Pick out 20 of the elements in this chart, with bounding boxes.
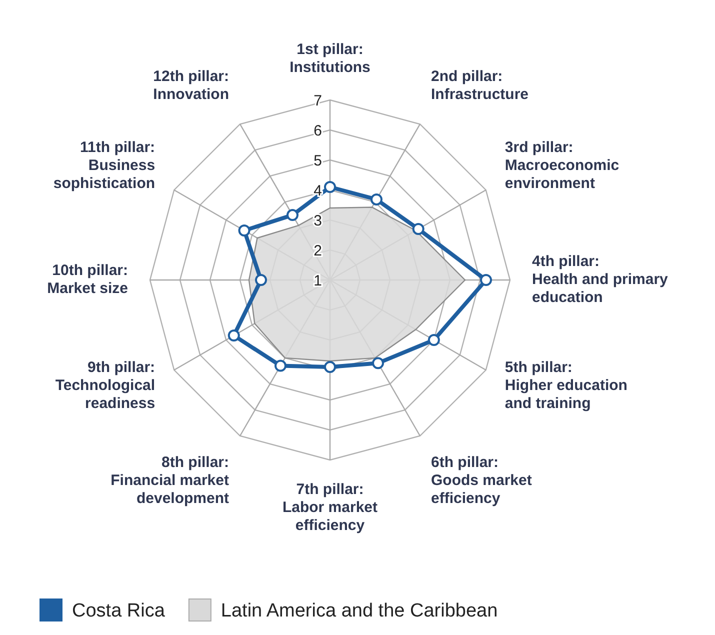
spoke-label: 2nd pillar: Infrastructure — [431, 68, 529, 104]
legend-label: Latin America and the Caribbean — [220, 600, 498, 622]
spoke-label: 5th pillar: Higher education and training — [504, 359, 628, 412]
spoke-label: 1st pillar: Institutions — [290, 41, 370, 76]
legend-label: Costa Rica — [72, 600, 166, 622]
spoke-label: 9th pillar: Technological readiness — [55, 359, 156, 412]
y-tick-label: 5 — [314, 152, 322, 170]
spoke-label: 10th pillar: Market size — [47, 262, 128, 297]
spoke-label: 7th pillar: Labor market efficiency — [282, 481, 378, 534]
y-tick-label: 3 — [314, 212, 322, 230]
spoke-label: 4th pillar: Health and primary education — [532, 253, 669, 306]
y-tick-label: 2 — [314, 242, 322, 260]
spoke-label: 6th pillar: Goods market efficiency — [431, 454, 532, 507]
y-tick-label: 7 — [314, 92, 322, 110]
spoke-label: 12th pillar: Innovation — [153, 68, 229, 104]
spoke-label: 3rd pillar: Macroeconomic environment — [504, 139, 620, 192]
y-tick-label: 1 — [314, 272, 322, 290]
spoke-label: 8th pillar: Financial market development — [110, 454, 229, 507]
y-tick-label: 6 — [314, 122, 322, 140]
spoke-label: 11th pillar: Business sophistication — [53, 139, 156, 192]
